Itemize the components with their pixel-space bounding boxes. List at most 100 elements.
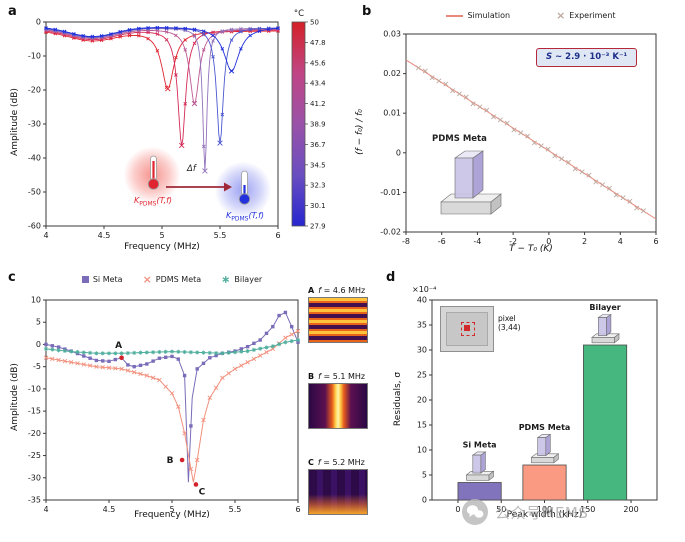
x-marker (484, 107, 490, 113)
x-tick-label: 2 (582, 237, 587, 246)
annotation-label: A (115, 341, 122, 351)
x-marker (174, 33, 178, 38)
x-marker (239, 47, 243, 51)
x-tick-label: 50 (496, 505, 506, 514)
square-marker (277, 313, 281, 318)
x-marker (176, 404, 181, 409)
x-marker (192, 33, 197, 37)
wechat-official-icon (462, 499, 488, 525)
pdms-meta-inset-label: PDMS Meta (432, 134, 487, 144)
x-tick-label: 0 (546, 237, 551, 246)
line-swatch-icon (446, 14, 464, 17)
panel-c-plot: 4 4.5 5 5.5 6 10 5 0 -5 -10 -15 -20 -25 -30 -35 A B C (28, 296, 301, 515)
asterisk-marker (295, 337, 301, 343)
x-marker (68, 360, 74, 365)
asterisk-marker (207, 350, 212, 355)
y-tick-label: 0.02 (383, 69, 401, 78)
square-marker (164, 355, 168, 360)
y-tick-label: 0.01 (383, 109, 401, 118)
meta-pixel-3d-icon (598, 317, 607, 336)
y-tick-label: -0.01 (380, 188, 401, 197)
x-marker (183, 26, 188, 31)
panel-c-xlabel: Frequency (MHz) (134, 510, 210, 520)
annotation-label: C (199, 487, 206, 497)
sensitivity-box: S ~ 2.9 · 10⁻³ K⁻¹ (536, 48, 638, 67)
meta-pixel-3d-icon (472, 150, 484, 199)
annotation-point (193, 482, 199, 487)
legend-label: Experiment (569, 11, 616, 20)
freq-var: f (318, 286, 322, 295)
asterisk-marker (277, 342, 282, 347)
asterisk-marker (125, 351, 130, 356)
square-marker (195, 367, 199, 371)
bar (457, 482, 502, 501)
square-marker (101, 359, 105, 363)
square-marker (107, 359, 111, 364)
colorbar-tick-label: 43.4 (310, 80, 326, 88)
meta-pixel-3d-icon (531, 457, 555, 464)
watermark: 公众号MEMS (462, 499, 588, 525)
square-marker (264, 331, 269, 336)
x-marker (627, 198, 633, 204)
y-tick-label: -15 (28, 407, 41, 416)
mode-shape-image-b (308, 383, 368, 429)
colorbar-tick-label: 50 (310, 19, 319, 27)
asterisk-marker (182, 349, 187, 355)
delta-f-label: Δf (187, 164, 196, 174)
x-marker (125, 368, 131, 373)
bar-label: Bilayer (589, 303, 620, 312)
x-marker (211, 30, 215, 35)
x-marker (50, 356, 55, 362)
panel-d-xlabel: Peak width (kHz) (506, 510, 583, 520)
y-tick-label: 20 (417, 396, 427, 405)
x-marker (538, 143, 544, 149)
x-marker (463, 94, 469, 100)
mode-letter: B (308, 372, 315, 381)
mode-shape-image-c (308, 469, 368, 515)
asterisk-marker (50, 347, 55, 352)
freq-value: = 5.1 MHz (320, 372, 366, 381)
y-tick-label: 25 (417, 371, 427, 380)
colorbar-tick-label: 34.5 (310, 161, 326, 169)
legend-label: Si Meta (92, 275, 123, 284)
k-pdms-cold-label: KPDMS(T,f) (198, 211, 292, 223)
x-marker (164, 38, 169, 42)
resonance-curve (45, 27, 278, 171)
y-tick-label: -0.02 (380, 228, 401, 237)
asterisk-marker (75, 349, 80, 355)
x-tick-label: 6 (275, 231, 280, 240)
x-tick-label: -4 (473, 237, 481, 246)
panel-letter-c: c (8, 270, 16, 285)
asterisk-marker (163, 349, 168, 354)
y-tick-label: -60 (28, 222, 41, 231)
x-marker (99, 33, 104, 38)
square-marker (157, 356, 162, 360)
s-value: ~ 2.9 · 10⁻³ K⁻¹ (552, 52, 628, 62)
y-tick-label: 0.03 (383, 30, 401, 39)
x-marker (497, 117, 503, 123)
x-tick-label: 5.5 (229, 505, 242, 514)
x-marker (174, 26, 178, 30)
x-marker (100, 365, 105, 370)
x-marker (182, 431, 187, 436)
mode-letter: A (308, 286, 315, 295)
panel-b-plot: -8 -6 -4 -2 0 2 4 6 0.03 0.02 0.01 0 -0.01 -0.02 (380, 30, 658, 247)
x-marker (248, 27, 252, 32)
thermometer-cold-icon (238, 170, 251, 205)
x-marker (518, 130, 524, 136)
mode-shape-image-a (308, 297, 368, 343)
x-marker (157, 377, 162, 383)
x-marker (245, 360, 250, 365)
x-tick-label: -6 (438, 237, 446, 246)
s-variable: S (546, 52, 553, 62)
annotation-label: B (167, 456, 174, 466)
panel-d-plot: 0 50 100 150 200 0 5 10 15 20 25 30 35 40 Si Meta PDMS … (412, 285, 658, 514)
x-marker (415, 65, 422, 71)
watermark-text: 公众号MEMS (495, 503, 589, 522)
panel-c-legend: Si Meta × PDMS Meta ∗ Bilayer (42, 274, 302, 285)
square-marker (290, 324, 294, 329)
panel-b-xlabel: T − T₀ (K) (509, 244, 553, 254)
